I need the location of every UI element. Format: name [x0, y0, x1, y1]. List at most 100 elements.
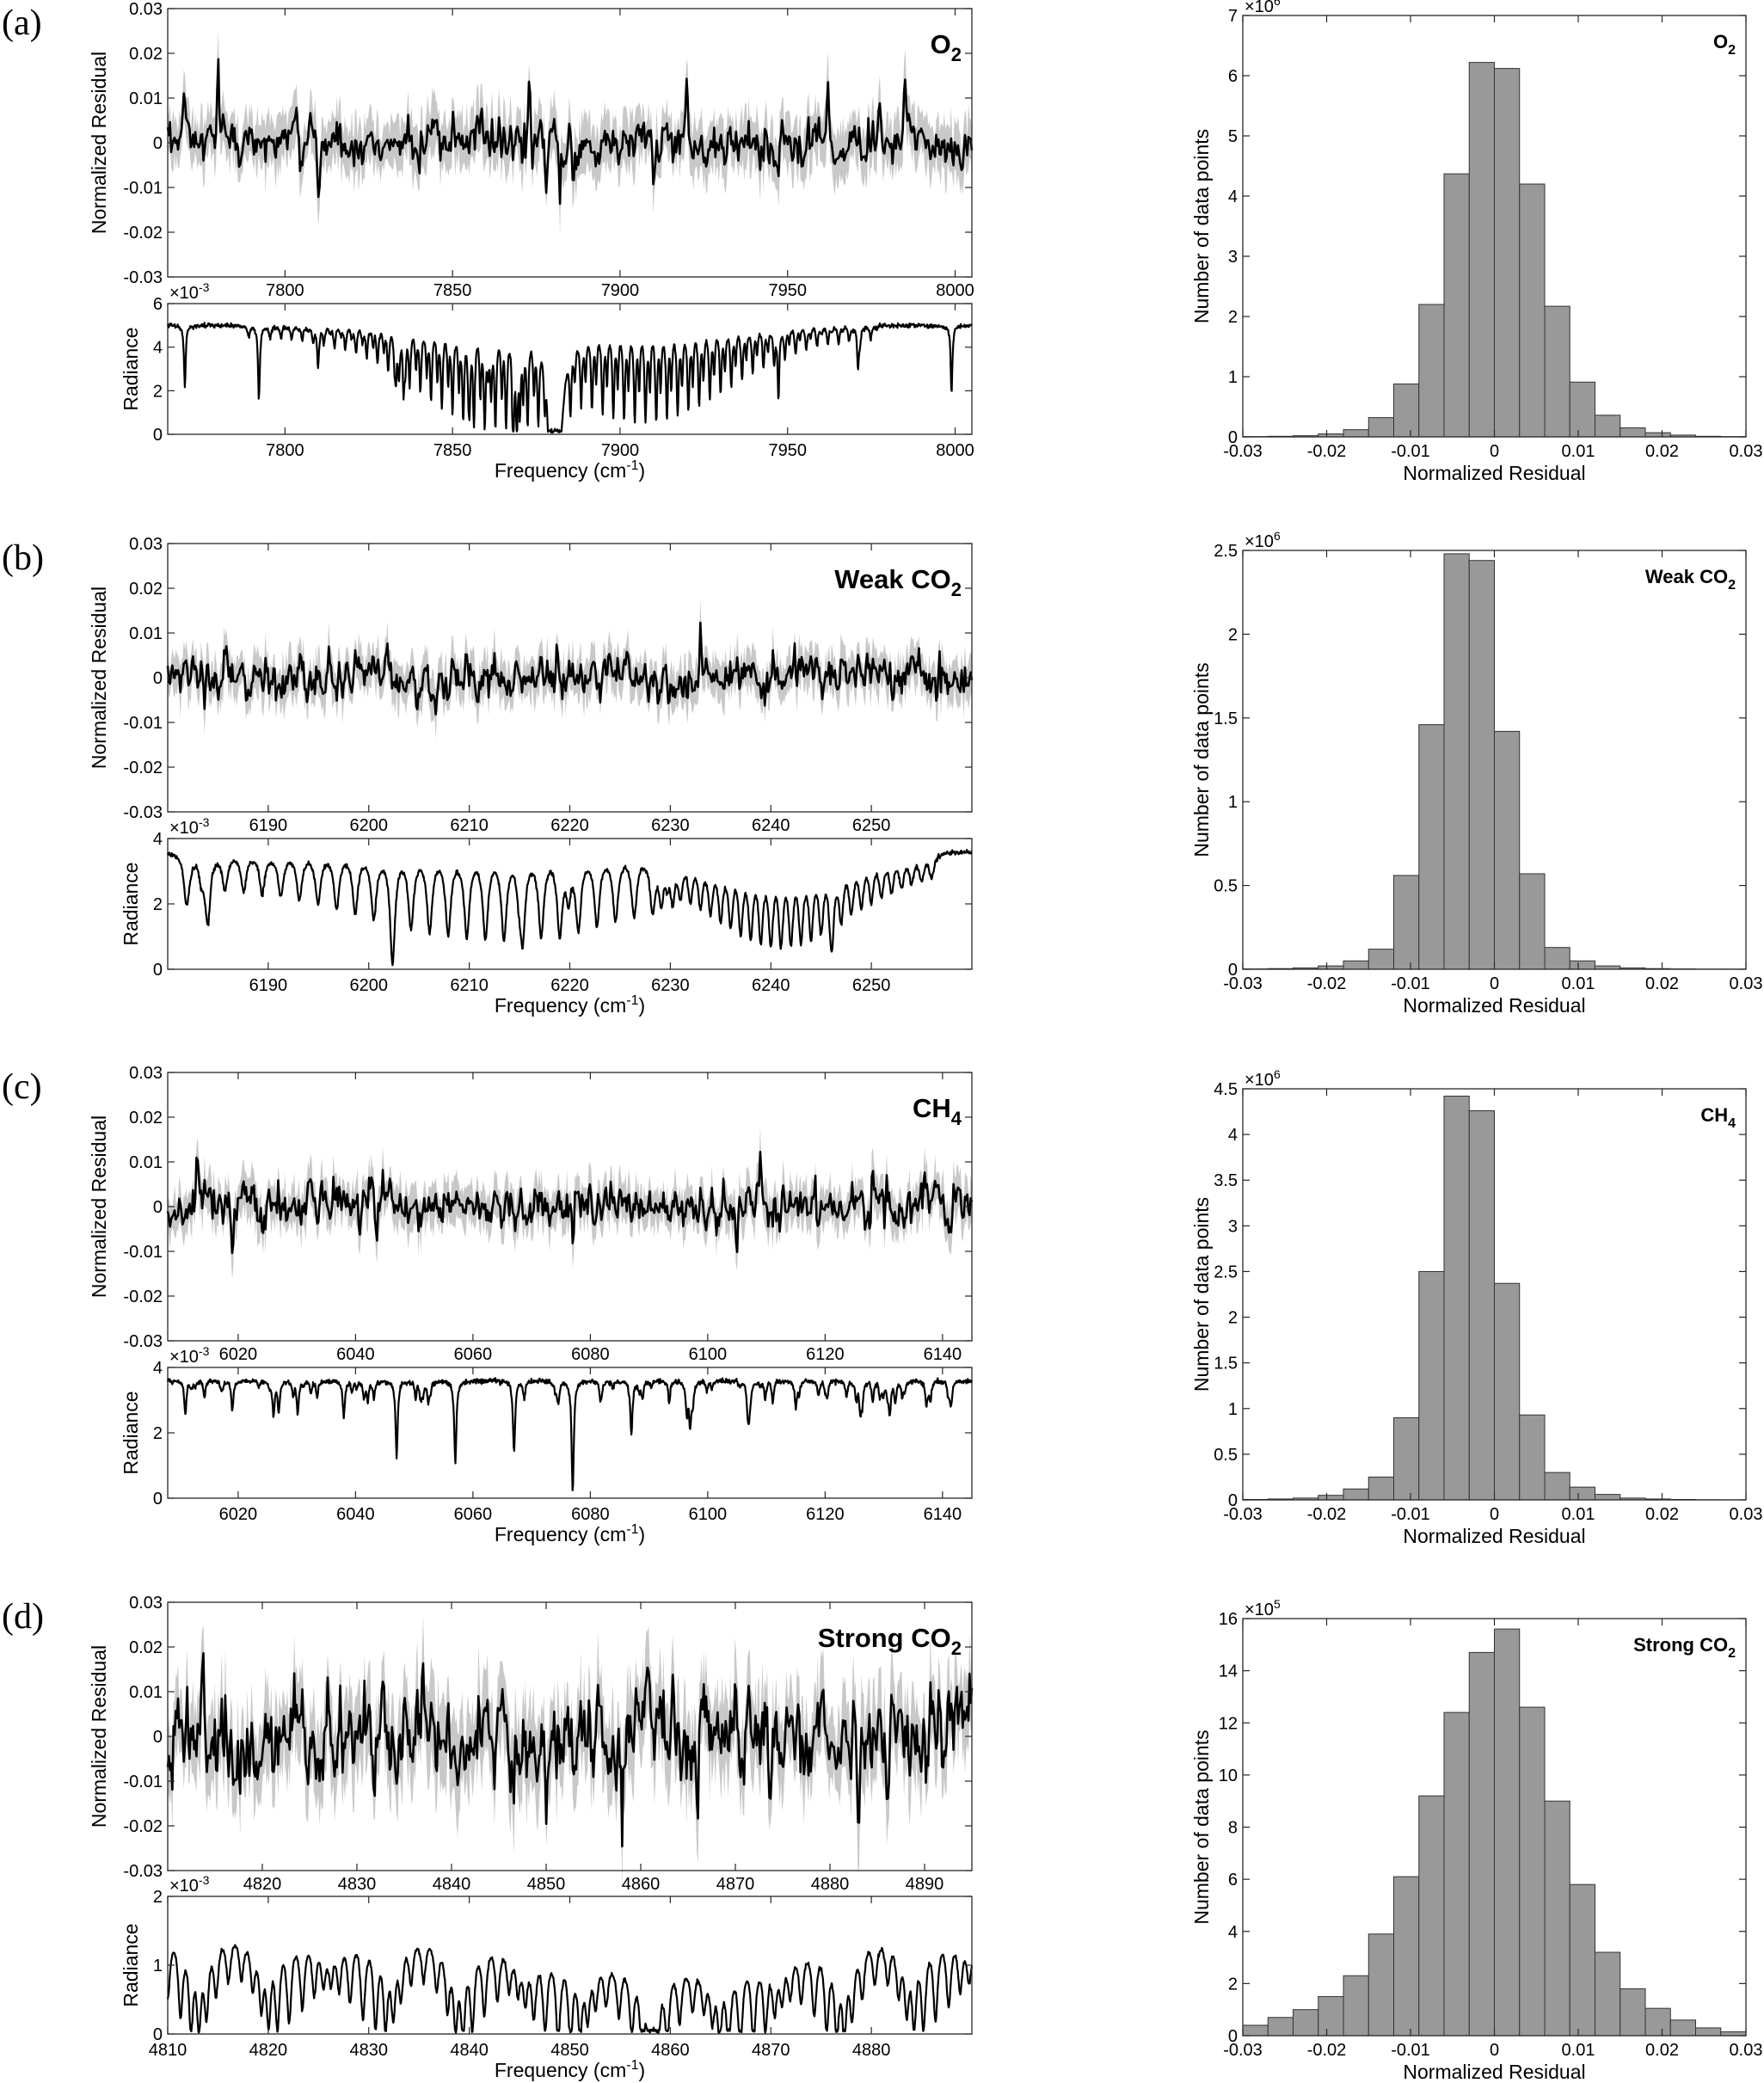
- histogram-multiplier-base: ×10: [1245, 532, 1274, 551]
- radiance-xtick-label: 6190: [249, 976, 288, 995]
- histogram-bar: [1494, 1282, 1521, 1501]
- radiance-xtick-label: 7850: [433, 441, 472, 460]
- histogram-multiplier-exponent: 6: [1274, 1067, 1281, 1081]
- residual-ytick-label: 0.02: [129, 580, 163, 599]
- residual-ytick-label: 0.02: [129, 1638, 163, 1657]
- residual-xtick-label: 6220: [550, 816, 589, 835]
- histogram-bar: [1544, 947, 1570, 970]
- histogram-multiplier-exponent: 6: [1274, 529, 1281, 543]
- histogram-xtick-label: -0.03: [1223, 974, 1263, 993]
- residual-ytick-label: 0: [153, 1198, 163, 1217]
- histogram-xlabel: Normalized Residual: [1403, 2061, 1585, 2083]
- histogram-xtick-label: 0.02: [1645, 974, 1679, 993]
- histogram-bar: [1318, 1495, 1344, 1501]
- histogram-ytick-label: 2: [1228, 1309, 1238, 1328]
- histogram-multiplier-exponent: 6: [1274, 0, 1281, 8]
- residual-ytick-label: 0: [153, 1728, 163, 1747]
- histogram-bar: [1644, 432, 1671, 438]
- histogram-ylabel: Number of data points: [1190, 1730, 1213, 1924]
- histogram-xtick-label: 0.01: [1562, 442, 1595, 461]
- residual-ytick-label: 0: [153, 134, 163, 153]
- radiance-line: [166, 1944, 974, 2034]
- radiance-ylabel: Radiance: [120, 1391, 142, 1474]
- residual-line: [166, 1151, 974, 1255]
- histogram-ytick-label: 2.5: [1214, 1263, 1238, 1281]
- residual-ytick-label: 0.01: [129, 624, 163, 643]
- residual-xtick-label: 4840: [433, 1875, 471, 1894]
- histogram-bar: [1544, 305, 1570, 438]
- histogram-ytick-label: 6: [1228, 1871, 1238, 1889]
- radiance-ytick-label: 4: [153, 339, 163, 358]
- radiance-xtick-label: 6200: [350, 976, 389, 995]
- radiance-multiplier-exponent: -3: [199, 1873, 210, 1887]
- residual-line: [166, 1652, 974, 1848]
- histogram-xtick-label: -0.01: [1391, 442, 1430, 461]
- radiance-xlabel: Frequency (cm-1): [495, 458, 645, 482]
- residual-ytick-label: -0.02: [123, 1817, 163, 1836]
- histogram-bar: [1720, 2031, 1747, 2037]
- radiance-xtick-label: 6240: [752, 976, 790, 995]
- radiance-xlabel-close: ): [638, 994, 645, 1017]
- radiance-axes-frame: [167, 303, 973, 435]
- radiance-ytick-label: 0: [153, 426, 163, 445]
- histogram-bar: [1443, 553, 1470, 970]
- histogram-xlabel: Normalized Residual: [1403, 1525, 1585, 1547]
- radiance-multiplier-base: ×10: [169, 819, 199, 838]
- histogram-ytick-label: 3: [1228, 248, 1238, 267]
- histogram-ytick-label: 4: [1228, 1126, 1238, 1145]
- histogram-ytick-label: 10: [1219, 1767, 1238, 1785]
- radiance-ytick-label: 6: [153, 295, 163, 314]
- histogram-bar: [1695, 2027, 1722, 2037]
- radiance-xtick-label: 4850: [550, 2041, 589, 2060]
- radiance-multiplier: ×10-3: [169, 815, 210, 838]
- histogram-bar: [1544, 1472, 1570, 1501]
- radiance-multiplier-base: ×10: [169, 284, 199, 303]
- radiance-xlabel-superscript: -1: [626, 2058, 638, 2073]
- histogram-bar: [1368, 1933, 1394, 2037]
- radiance-xtick-label: 8000: [936, 441, 974, 460]
- histogram: 0 1 2 3 4 5 6 7 -0.03 -0.02 -0.01 0 0.01 0.02 0.03 Norm…: [1190, 0, 1762, 484]
- radiance-multiplier-exponent: -3: [199, 1344, 210, 1358]
- histogram-bar: [1343, 1488, 1369, 1501]
- histogram-bar: [1418, 1795, 1445, 2037]
- histogram-xtick-label: -0.02: [1307, 974, 1347, 993]
- histogram-xtick-label: -0.02: [1307, 442, 1347, 461]
- histogram-bar: [1468, 62, 1495, 438]
- histogram-xtick-label: 0: [1490, 974, 1499, 993]
- histogram-bar: [1418, 304, 1445, 438]
- histogram-ytick-label: 2: [1228, 1975, 1238, 1994]
- histogram-bar: [1620, 427, 1646, 438]
- histogram-ytick-label: 1.5: [1214, 1355, 1238, 1373]
- histogram-ytick-label: 0.5: [1214, 1446, 1238, 1465]
- radiance-line: [166, 1377, 974, 1492]
- histogram-ytick-label: 1: [1228, 1400, 1238, 1419]
- residual-xtick-label: 4870: [716, 1875, 755, 1894]
- histogram-multiplier-base: ×10: [1245, 0, 1274, 16]
- histogram-bar: [1393, 383, 1420, 438]
- histogram-multiplier-base: ×10: [1245, 1601, 1274, 1619]
- histogram-bar: [1368, 1476, 1394, 1501]
- radiance-ytick-label: 4: [153, 830, 163, 849]
- gas-label-main: Strong CO: [818, 1623, 951, 1653]
- histogram-ytick-label: 1: [1228, 793, 1238, 812]
- histogram-ytick-label: 14: [1219, 1662, 1238, 1681]
- residual-ytick-label: -0.01: [123, 1773, 163, 1791]
- residual-ytick-label: 0.03: [129, 1064, 163, 1083]
- radiance-xtick-label: 6230: [651, 976, 690, 995]
- residual-xtick-label: 6190: [249, 816, 288, 835]
- histogram-multiplier: ×106: [1245, 1067, 1281, 1090]
- histogram-xtick-label: -0.01: [1391, 974, 1430, 993]
- residual-xtick-label: 6100: [689, 1345, 728, 1364]
- histogram-bar: [1393, 1416, 1420, 1501]
- histogram-xtick-label: 0: [1490, 442, 1499, 461]
- histogram-bar: [1468, 560, 1495, 970]
- histogram-bar: [1443, 1711, 1470, 2037]
- radiance-xtick-label: 4870: [752, 2041, 790, 2060]
- residual-ytick-label: 0.03: [129, 0, 163, 19]
- residual-xtick-label: 6240: [752, 816, 790, 835]
- histogram: 0 0.5 1 1.5 2 2.5 3 3.5 4 4.5 -0.03 -0.02 -0.01 0 0.01…: [1190, 1067, 1762, 1547]
- radiance-axes-frame: [167, 1367, 973, 1499]
- residual-ytick-label: 0: [153, 669, 163, 688]
- radiance-xtick-label: 7800: [266, 441, 304, 460]
